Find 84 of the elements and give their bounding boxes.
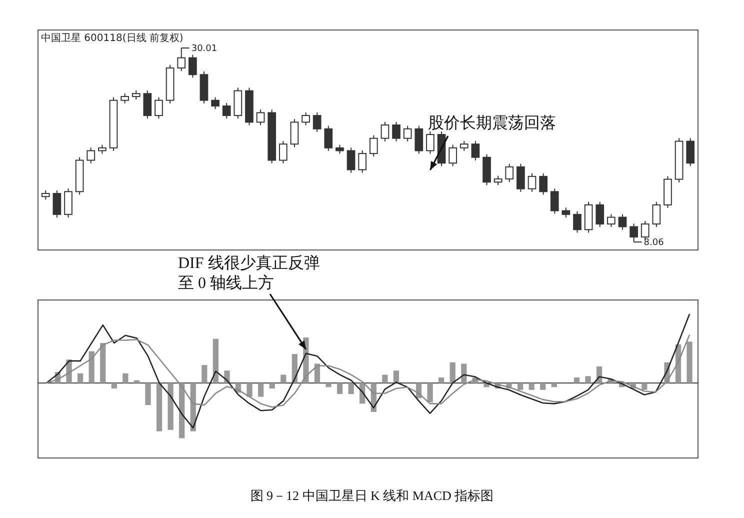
candlestick <box>607 214 616 228</box>
bar <box>382 374 388 383</box>
candlestick <box>302 112 310 126</box>
candlestick <box>562 207 570 218</box>
bar <box>280 374 286 383</box>
candlestick <box>414 125 424 154</box>
bar <box>348 383 354 394</box>
candlestick <box>278 140 288 164</box>
candlestick <box>539 172 548 196</box>
caption: 图 9－12 中国卫星日 K 线和 MACD 指标图 <box>250 488 494 503</box>
candlestick <box>528 172 536 192</box>
candlestick <box>52 190 62 218</box>
candlestick <box>550 188 559 214</box>
candlestick <box>143 90 152 120</box>
bar <box>551 383 557 388</box>
bar <box>246 383 252 397</box>
bar <box>540 383 546 390</box>
candlestick <box>154 96 163 120</box>
bar <box>88 351 94 383</box>
bar <box>528 383 534 390</box>
annotation: 30.01 <box>191 44 218 54</box>
bar <box>314 364 320 383</box>
candlestick <box>516 163 525 192</box>
bar <box>134 380 140 383</box>
bar <box>427 383 433 402</box>
candlestick <box>460 140 468 152</box>
candlestick <box>686 138 695 167</box>
bar <box>156 383 162 432</box>
bar <box>517 383 524 390</box>
bar <box>438 377 444 383</box>
bar <box>122 373 128 383</box>
bar <box>202 365 208 383</box>
bar <box>461 364 467 383</box>
annotation: 股价长期震荡回落 <box>428 114 556 132</box>
chart-title: 中国卫星 600118(日线 前复权) <box>41 32 184 44</box>
candlestick <box>211 96 220 110</box>
bar <box>326 383 332 388</box>
text: DIF 线很少真正反弹至 0 轴线上方 <box>178 254 320 292</box>
candlestick <box>369 134 378 158</box>
candlestick <box>494 175 502 186</box>
candlestick <box>471 140 480 161</box>
candlestick <box>86 147 96 164</box>
candlestick <box>380 121 390 142</box>
candlestick <box>98 144 106 154</box>
bar <box>336 383 343 394</box>
candlestick <box>346 147 356 174</box>
candlestick <box>596 201 604 228</box>
bar <box>145 383 151 406</box>
candlestick <box>336 144 344 154</box>
annotation: 8.06 <box>644 238 664 248</box>
bar <box>212 338 219 383</box>
candlestick <box>324 125 333 152</box>
candlestick <box>120 92 129 104</box>
candlestick <box>256 109 265 126</box>
candlestick <box>358 150 367 174</box>
candlestick <box>64 188 72 218</box>
candlestick <box>505 163 514 182</box>
bar <box>111 383 117 389</box>
bar <box>393 370 400 383</box>
bar <box>585 376 591 383</box>
candlestick <box>177 48 186 72</box>
candlestick <box>188 54 197 78</box>
candlestick <box>426 130 434 154</box>
bar <box>100 342 106 383</box>
bar <box>574 377 580 383</box>
candlestick <box>403 125 412 142</box>
candlestick <box>618 214 627 230</box>
bar <box>686 342 692 383</box>
bar <box>258 383 264 397</box>
candlestick <box>630 223 638 242</box>
candlestick <box>222 102 231 120</box>
bar <box>168 383 174 430</box>
candlestick <box>312 112 322 132</box>
candlestick <box>132 90 140 100</box>
bar <box>77 373 84 383</box>
candlestick <box>573 210 582 234</box>
bar <box>642 383 648 390</box>
candlestick <box>392 121 400 142</box>
candlestick <box>290 118 299 148</box>
candlestick <box>448 144 458 167</box>
bar <box>269 383 275 389</box>
bar <box>450 362 456 383</box>
candlestick <box>652 201 661 228</box>
candlestick <box>41 190 50 200</box>
